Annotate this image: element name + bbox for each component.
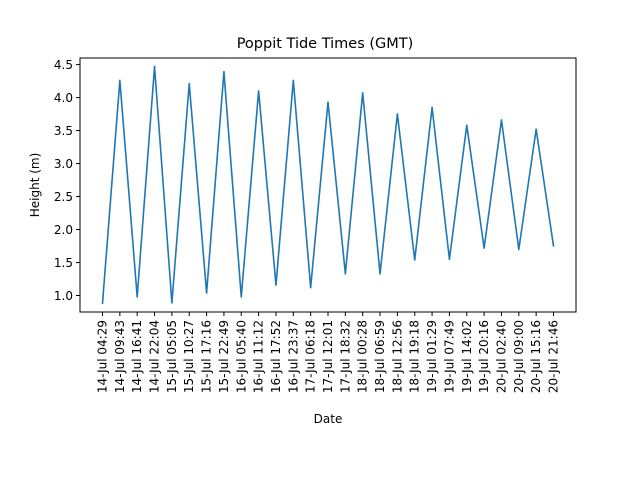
data-point [448,258,451,261]
x-axis: 14-Jul 04:29 14-Jul 09:43 14-Jul 16:41 14-J… [96,312,561,393]
x-tick-label: 19-Jul 01:29 [425,320,439,393]
y-tick-label: 1.0 [54,289,73,303]
x-tick-label: 18-Jul 06:59 [373,320,387,393]
data-point [552,245,555,247]
x-tick-label: 19-Jul 07:49 [442,320,456,393]
y-tick-label: 3.5 [54,124,73,138]
x-tick-label: 15-Jul 05:05 [165,320,179,393]
data-point [413,259,416,261]
x-tick-label: 16-Jul 23:37 [286,320,300,393]
x-tick-label: 20-Jul 21:46 [547,320,561,393]
x-tick-label: 16-Jul 11:12 [252,320,266,393]
x-tick-label: 18-Jul 00:28 [356,320,370,393]
data-point [240,296,243,298]
data-point [327,101,329,103]
x-tick-label: 16-Jul 05:40 [234,320,248,393]
data-point [535,128,537,131]
x-tick-label: 19-Jul 14:02 [460,320,474,393]
x-tick-label: 17-Jul 18:32 [338,320,352,393]
data-point [275,284,277,286]
data-point [205,292,208,294]
data-point [431,106,433,109]
x-tick-label: 17-Jul 12:01 [321,320,335,393]
data-point [344,272,347,275]
x-tick-label: 14-Jul 04:29 [96,320,110,393]
x-tick-label: 15-Jul 22:49 [217,320,231,393]
y-tick-label: 4.5 [54,58,73,72]
x-tick-label: 14-Jul 16:41 [130,320,144,393]
y-axis: 1.0 1.5 2.0 2.5 3.0 3.5 4.0 4.5 [54,58,80,303]
data-point [292,79,295,82]
data-point [101,302,104,305]
x-tick-label: 19-Jul 20:16 [477,320,491,393]
data-point [153,65,156,68]
x-tick-label: 15-Jul 10:27 [182,320,196,393]
y-tick-label: 2.5 [54,190,73,204]
x-tick-label: 20-Jul 02:40 [494,320,508,393]
data-point [223,71,225,73]
y-tick-label: 3.0 [54,157,73,171]
y-tick-label: 4.0 [54,91,73,105]
data-point [119,79,121,82]
x-tick-label: 18-Jul 19:18 [408,320,422,393]
y-axis-label: Height (m) [28,153,42,218]
chart-title: Poppit Tide Times (GMT) [237,36,414,52]
x-tick-label: 16-Jul 17:52 [269,320,283,393]
plot-frame [79,57,577,313]
data-point [379,272,381,275]
x-tick-label: 18-Jul 12:56 [390,320,404,393]
x-tick-label: 20-Jul 09:00 [512,320,526,393]
x-tick-label: 15-Jul 17:16 [200,320,214,393]
x-tick-label: 20-Jul 15:16 [529,320,543,393]
data-point [518,248,520,251]
data-point [465,124,468,127]
data-point [483,247,485,249]
data-point [188,82,191,85]
data-point [500,119,503,121]
x-axis-label: Date [314,412,343,426]
data-point [309,286,312,289]
data-point [396,113,399,115]
data-point [171,301,173,304]
y-tick-label: 1.5 [54,256,73,270]
data-point [361,92,364,94]
data-point [257,90,260,92]
plot-area [101,65,555,305]
x-tick-label: 14-Jul 09:43 [113,320,127,393]
y-tick-label: 2.0 [54,223,73,237]
x-tick-label: 14-Jul 22:04 [148,320,162,393]
x-tick-label: 17-Jul 06:18 [304,320,318,393]
data-point [136,296,138,298]
